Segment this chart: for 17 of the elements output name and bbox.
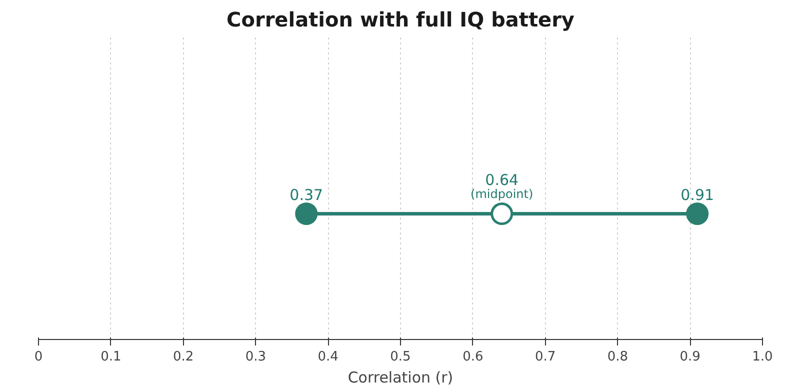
x-tick-label: 1.0 bbox=[752, 350, 773, 364]
data-label: 0.91 bbox=[680, 186, 714, 204]
x-tick-label: 0.3 bbox=[245, 350, 266, 364]
x-tick-label: 0.7 bbox=[534, 350, 556, 364]
x-tick-label: 0.1 bbox=[100, 350, 122, 364]
x-tick-label: 0 bbox=[34, 350, 43, 364]
x-axis-title: Correlation (r) bbox=[348, 368, 454, 386]
x-tick-label: 0.8 bbox=[607, 350, 628, 364]
x-tick-label: 0.9 bbox=[680, 350, 700, 364]
data-label: 0.64 bbox=[485, 170, 519, 189]
x-tick-label: 0.4 bbox=[318, 350, 338, 364]
x-tick-label: 0.2 bbox=[172, 350, 194, 364]
chart-title: Correlation with full IQ battery bbox=[226, 8, 574, 32]
x-tick-label: 0.5 bbox=[390, 350, 411, 364]
data-label: 0.37 bbox=[290, 186, 324, 204]
annotation: (midpoint) bbox=[470, 186, 534, 201]
x-tick-label: 0.6 bbox=[462, 350, 484, 364]
